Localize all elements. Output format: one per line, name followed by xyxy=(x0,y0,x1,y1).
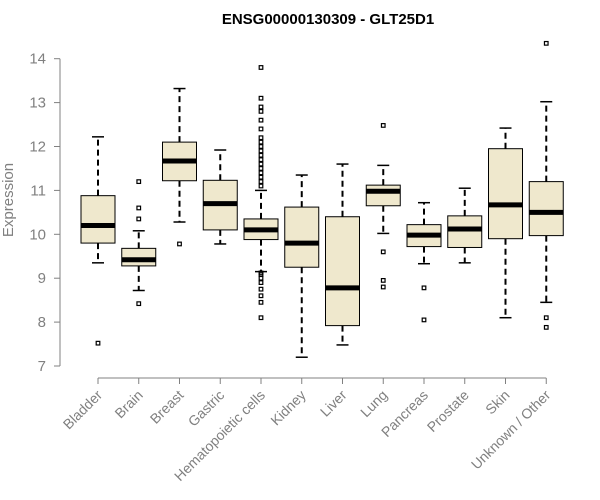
box-prostate xyxy=(447,187,483,264)
outlier-point xyxy=(258,135,264,141)
x-tick-label: Liver xyxy=(317,387,350,420)
outlier-point xyxy=(258,144,264,149)
x-tick-label: Breast xyxy=(147,387,187,427)
iqr-box xyxy=(488,148,523,240)
outlier-point xyxy=(258,183,264,189)
outlier-point xyxy=(258,270,264,276)
outlier-point xyxy=(258,108,264,114)
outlier-point xyxy=(258,280,264,285)
outlier-point xyxy=(258,166,264,171)
y-tick-label: 7 xyxy=(38,358,46,375)
outlier-point xyxy=(380,123,386,128)
outlier-point xyxy=(136,205,142,211)
outlier-point xyxy=(258,65,264,70)
box-pancreas xyxy=(406,201,442,323)
outlier-point xyxy=(543,315,549,321)
outlier-point xyxy=(380,277,386,283)
y-tick-label: 12 xyxy=(29,139,46,156)
x-tick-label: Lung xyxy=(357,387,390,420)
y-tick-label: 9 xyxy=(38,270,46,287)
outlier-point xyxy=(136,301,142,307)
outlier-point xyxy=(95,340,101,346)
outlier-point xyxy=(258,95,264,101)
iqr-box xyxy=(447,215,483,248)
outlier-point xyxy=(258,179,264,185)
box-gastric xyxy=(202,149,238,245)
boxes-layer xyxy=(80,40,564,358)
y-tick-label: 10 xyxy=(29,226,46,243)
y-tick-label: 8 xyxy=(38,314,46,331)
y-tick-label: 14 xyxy=(29,51,46,68)
outlier-point xyxy=(177,241,182,247)
outlier-point xyxy=(258,117,264,123)
outlier-point xyxy=(136,179,142,185)
box-kidney xyxy=(284,174,320,358)
outlier-point xyxy=(258,148,264,154)
iqr-box xyxy=(325,216,360,327)
outlier-point xyxy=(421,285,427,291)
iqr-box xyxy=(284,206,320,268)
outlier-point xyxy=(543,324,549,330)
y-tick-label: 11 xyxy=(30,182,46,199)
x-tick-label: Brain xyxy=(111,387,145,421)
outlier-point xyxy=(380,249,386,255)
y-axis: 7 8 9 10 11 12 13 14 xyxy=(29,51,61,375)
y-tick-label: 13 xyxy=(29,95,46,112)
chart-title: ENSG00000130309 - GLT25D1 xyxy=(222,11,434,28)
outlier-point xyxy=(421,317,427,323)
iqr-box xyxy=(80,195,116,244)
outlier-point xyxy=(258,157,264,163)
outlier-point xyxy=(136,216,142,222)
box-bladder xyxy=(80,136,116,346)
x-tick-label: Skin xyxy=(482,387,513,418)
box-breast xyxy=(162,87,197,247)
y-axis-label: Expression xyxy=(0,163,17,237)
iqr-box xyxy=(121,247,157,267)
outlier-point xyxy=(258,161,264,167)
box-unknown-other xyxy=(528,40,564,330)
box-hematopoietic-cells xyxy=(243,65,279,321)
outlier-point xyxy=(258,139,264,145)
outlier-point xyxy=(258,299,264,305)
outlier-point xyxy=(380,284,386,290)
box-lung xyxy=(365,123,401,290)
x-tick-label: Bladder xyxy=(60,387,106,433)
outlier-point xyxy=(258,174,264,180)
x-tick-label: Prostate xyxy=(424,387,472,435)
box-liver xyxy=(325,163,360,346)
outlier-point xyxy=(258,293,264,299)
iqr-box xyxy=(365,184,401,207)
outlier-point xyxy=(258,286,264,292)
outlier-point xyxy=(543,40,549,46)
outlier-point xyxy=(258,170,264,176)
outlier-point xyxy=(258,104,264,110)
outlier-point xyxy=(258,315,264,321)
box-brain xyxy=(121,179,157,307)
outlier-point xyxy=(258,152,264,158)
outlier-point xyxy=(258,126,264,132)
box-skin xyxy=(488,127,523,319)
x-tick-label: Kidney xyxy=(267,387,309,429)
iqr-box xyxy=(528,181,564,237)
